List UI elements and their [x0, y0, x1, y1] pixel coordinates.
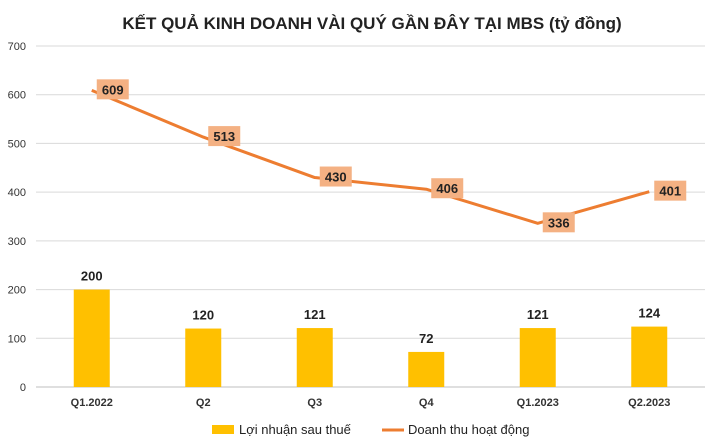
- chart-title: KẾT QUẢ KINH DOANH VÀI QUÝ GẦN ĐÂY TẠI M…: [122, 14, 621, 33]
- bar-data-label: 72: [419, 331, 433, 346]
- line-data-label: 430: [325, 170, 347, 185]
- legend-label-bars: Lợi nhuận sau thuế: [239, 422, 352, 437]
- y-tick-label: 0: [20, 382, 26, 394]
- bar: [408, 351, 445, 387]
- x-tick-label: Q4: [419, 397, 435, 409]
- line-label-box: [542, 212, 575, 233]
- bar-data-label: 121: [527, 307, 549, 322]
- bar: [519, 328, 556, 387]
- line-data-label: 336: [548, 215, 570, 230]
- bar: [631, 326, 668, 387]
- y-tick-label: 200: [8, 285, 26, 297]
- bar-series: 200 120 121 72 121 124: [73, 269, 668, 387]
- x-tick-label: Q2.2023: [628, 397, 670, 409]
- legend-label-line: Doanh thu hoạt động: [408, 422, 529, 437]
- legend-swatch-bars: [212, 425, 234, 434]
- y-tick-label: 300: [8, 236, 26, 248]
- line-label-box: [319, 166, 352, 187]
- bar: [185, 328, 222, 387]
- x-tick-label: Q2: [196, 397, 211, 409]
- y-tick-label: 600: [8, 90, 26, 102]
- line-data-label: 609: [102, 82, 124, 97]
- y-tick-label: 100: [8, 333, 26, 345]
- line-label-box: [96, 79, 129, 100]
- x-tick-label: Q1.2023: [517, 397, 559, 409]
- legend: Lợi nhuận sau thuế Doanh thu hoạt động: [212, 422, 529, 437]
- line-path: [91, 88, 650, 225]
- line-data-label: 401: [659, 184, 681, 199]
- line-data-label: 406: [436, 181, 458, 196]
- x-tick-label: Q1.2022: [71, 397, 113, 409]
- y-axis: 0 100 200 300 400 500 600 700: [8, 41, 26, 394]
- bar-data-label: 121: [304, 307, 326, 322]
- line-label-box: [654, 180, 687, 201]
- line-label-box: [431, 178, 464, 199]
- bar-data-label: 200: [81, 269, 103, 284]
- y-tick-label: 400: [8, 187, 26, 199]
- bar: [296, 328, 333, 387]
- line-data-label: 513: [213, 129, 235, 144]
- bar-data-label: 124: [638, 306, 660, 321]
- bar-data-label: 120: [192, 308, 214, 323]
- line-series: 609 513 430 406 336 401: [91, 79, 687, 233]
- y-tick-label: 700: [8, 41, 26, 53]
- x-tick-label: Q3: [307, 397, 322, 409]
- y-tick-label: 500: [8, 138, 26, 150]
- bar: [73, 289, 110, 387]
- line-label-box: [208, 126, 241, 147]
- x-axis: Q1.2022 Q2 Q3 Q4 Q1.2023 Q2.2023: [71, 397, 671, 409]
- gridlines: [36, 45, 705, 388]
